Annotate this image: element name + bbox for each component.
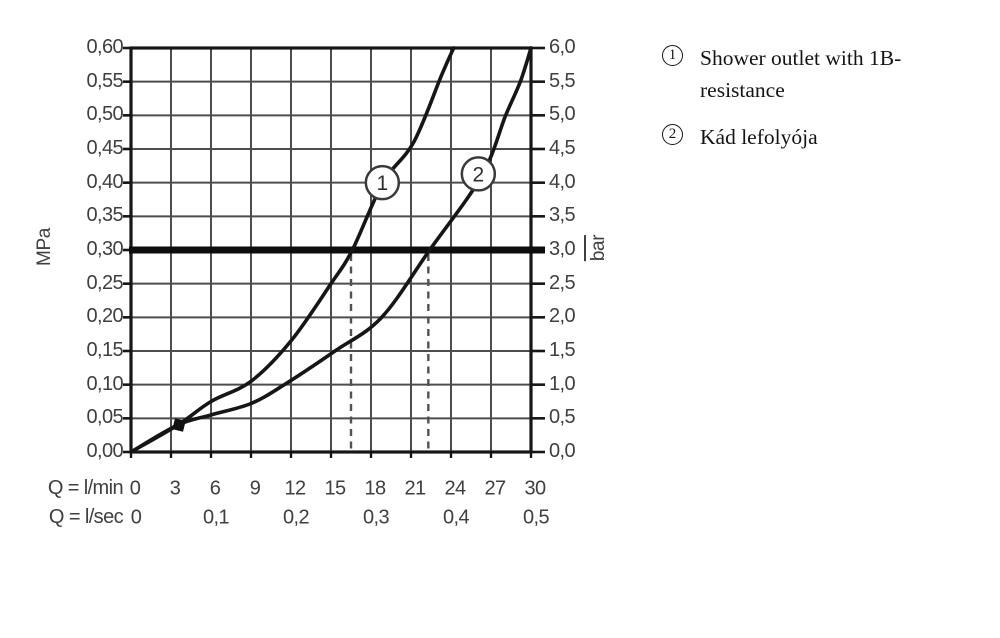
- y-left-tick-label: 0,15: [86, 339, 123, 362]
- x-tick-label-lmin: 24: [444, 477, 466, 500]
- x-axis-label-lsec: Q = l/sec: [48, 506, 124, 529]
- y-right-tick-label: 3,5: [549, 204, 576, 227]
- x-tick-label-lmin: 18: [364, 477, 386, 500]
- x-tick-label-lmin: 0: [129, 477, 141, 500]
- curve-label-circle-1: [364, 164, 401, 201]
- y-right-tick-label: 1,5: [549, 339, 576, 362]
- x-tick-label-lmin: 6: [209, 477, 221, 500]
- x-tick-label-lmin: 12: [284, 477, 306, 500]
- y-left-tick-label: 0,40: [86, 170, 123, 193]
- y-right-tick-label: 5,5: [549, 69, 576, 92]
- y-right-tick-label: 4,5: [549, 137, 576, 160]
- y-left-tick-label: 0,20: [86, 305, 123, 328]
- y-left-axis-unit: MPa: [34, 228, 55, 266]
- x-tick-label-lmin: 30: [524, 477, 546, 500]
- x-tick-label-lmin: 15: [324, 477, 346, 500]
- curve-1: [129, 46, 456, 454]
- y-left-tick-label: 0,50: [86, 103, 123, 126]
- curve-label-number-1: 1: [376, 172, 388, 195]
- y-left-tick-label: 0,35: [86, 204, 123, 227]
- x-tick-label-lmin: 21: [404, 477, 426, 500]
- curve-2: [129, 46, 533, 454]
- legend-item-2: 2 Kád lefolyója: [662, 121, 992, 153]
- x-tick-label-lsec: 0,4: [442, 506, 470, 529]
- y-right-tick-label: 4,0: [549, 170, 576, 193]
- y-left-tick-label: 0,55: [86, 69, 123, 92]
- y-left-tick-label: 0,05: [86, 406, 123, 429]
- y-right-tick-label: 5,0: [549, 103, 576, 126]
- x-tick-label-lmin: 27: [484, 477, 506, 500]
- y-left-tick-label: 0,60: [86, 36, 123, 59]
- x-tick-label-lsec: 0: [130, 506, 142, 529]
- y-right-tick-label: 1,0: [549, 372, 576, 395]
- y-left-tick-label: 0,30: [86, 238, 123, 261]
- chart-legend: 1 Shower outlet with 1B-resistance 2 Kád…: [662, 42, 992, 168]
- y-right-axis-unit: bar: [584, 234, 610, 262]
- y-right-tick-label: 3,0: [549, 238, 576, 261]
- curve-label-number-2: 2: [472, 163, 484, 186]
- y-left-tick-label: 0,00: [86, 440, 123, 463]
- y-right-tick-label: 0,0: [549, 440, 576, 463]
- y-right-tick-label: 0,5: [549, 406, 576, 429]
- curve-start-marker: [172, 418, 186, 432]
- legend-item-1-label: Shower outlet with 1B-resistance: [700, 46, 902, 102]
- x-tick-label-lsec: 0,3: [362, 506, 390, 529]
- y-right-tick-label: 6,0: [549, 36, 576, 59]
- y-right-tick-label: 2,0: [549, 305, 576, 328]
- y-left-tick-label: 0,25: [86, 271, 123, 294]
- legend-item-2-label: Kád lefolyója: [700, 125, 818, 149]
- x-tick-label-lsec: 0,2: [282, 506, 310, 529]
- curve-label-circle-2: [460, 156, 497, 192]
- x-tick-label-lmin: 9: [249, 477, 261, 500]
- x-tick-label-lsec: 0,5: [522, 506, 550, 529]
- circled-1-icon: 1: [662, 45, 683, 66]
- x-tick-label-lsec: 0,1: [202, 506, 230, 529]
- x-axis-label-lmin: Q = l/min: [47, 477, 124, 500]
- y-left-tick-label: 0,45: [86, 137, 123, 160]
- x-tick-label-lmin: 3: [169, 477, 181, 500]
- y-left-tick-label: 0,10: [86, 372, 123, 395]
- circled-2-icon: 2: [662, 124, 683, 145]
- legend-item-1: 1 Shower outlet with 1B-resistance: [662, 42, 992, 106]
- y-right-tick-label: 2,5: [549, 271, 576, 294]
